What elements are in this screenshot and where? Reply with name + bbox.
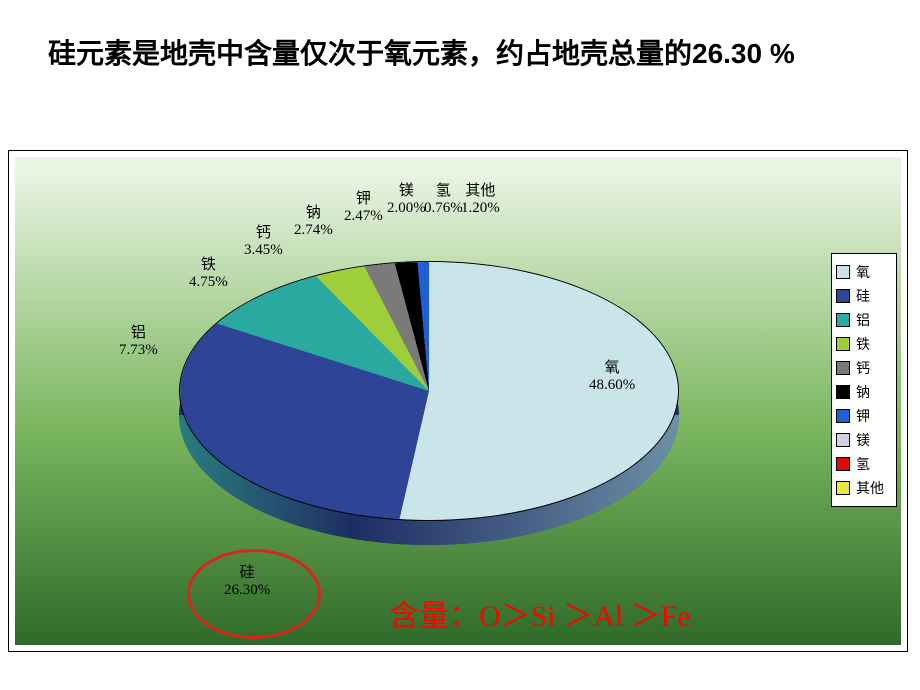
legend-item: 铝	[836, 310, 892, 330]
legend-swatch	[836, 313, 850, 327]
legend: 氧硅铝铁钙钠钾镁氢其他	[831, 253, 897, 507]
legend-label: 钾	[856, 406, 870, 426]
page-title: 硅元素是地壳中含量仅次于氧元素，约占地壳总量的26.30 %	[48, 34, 878, 75]
legend-item: 硅	[836, 286, 892, 306]
legend-swatch	[836, 481, 850, 495]
legend-label: 氢	[856, 454, 870, 474]
chart-container: 氧硅铝铁钙钠钾镁氢其他 含量：O＞Si ＞Al ＞Fe 氧48.60% 硅26.3…	[8, 150, 908, 652]
legend-label: 硅	[856, 286, 870, 306]
legend-swatch	[836, 385, 850, 399]
annotation-text: 含量：O＞Si ＞Al ＞Fe	[389, 591, 691, 635]
slice-label: 铝7.73%	[119, 321, 158, 359]
legend-item: 钙	[836, 358, 892, 378]
legend-item: 钠	[836, 382, 892, 402]
legend-swatch	[836, 433, 850, 447]
legend-label: 钠	[856, 382, 870, 402]
legend-item: 其他	[836, 478, 892, 498]
legend-label: 镁	[856, 430, 870, 450]
legend-label: 其他	[856, 478, 884, 498]
slice-label: 其他1.20%	[461, 179, 500, 217]
legend-item: 氧	[836, 262, 892, 282]
legend-swatch	[836, 457, 850, 471]
legend-item: 钾	[836, 406, 892, 426]
slice-label: 硅26.30%	[224, 561, 270, 599]
legend-label: 氧	[856, 262, 870, 282]
legend-label: 铝	[856, 310, 870, 330]
legend-label: 铁	[856, 334, 870, 354]
legend-swatch	[836, 361, 850, 375]
legend-swatch	[836, 265, 850, 279]
slice-label: 钠2.74%	[294, 201, 333, 239]
legend-item: 铁	[836, 334, 892, 354]
legend-item: 镁	[836, 430, 892, 450]
slice-label: 镁2.00%	[387, 179, 426, 217]
legend-swatch	[836, 337, 850, 351]
slice-label: 钾2.47%	[344, 187, 383, 225]
slice-label: 氧48.60%	[589, 356, 635, 394]
legend-label: 钙	[856, 358, 870, 378]
slide: 硅元素是地壳中含量仅次于氧元素，约占地壳总量的26.30 % 氧硅铝铁钙钠钾镁氢…	[0, 0, 920, 690]
pie-chart	[179, 261, 679, 561]
legend-swatch	[836, 409, 850, 423]
slice-label: 铁4.75%	[189, 253, 228, 291]
slice-label: 钙3.45%	[244, 221, 283, 259]
legend-swatch	[836, 289, 850, 303]
slice-label: 氢0.76%	[424, 179, 463, 217]
legend-item: 氢	[836, 454, 892, 474]
